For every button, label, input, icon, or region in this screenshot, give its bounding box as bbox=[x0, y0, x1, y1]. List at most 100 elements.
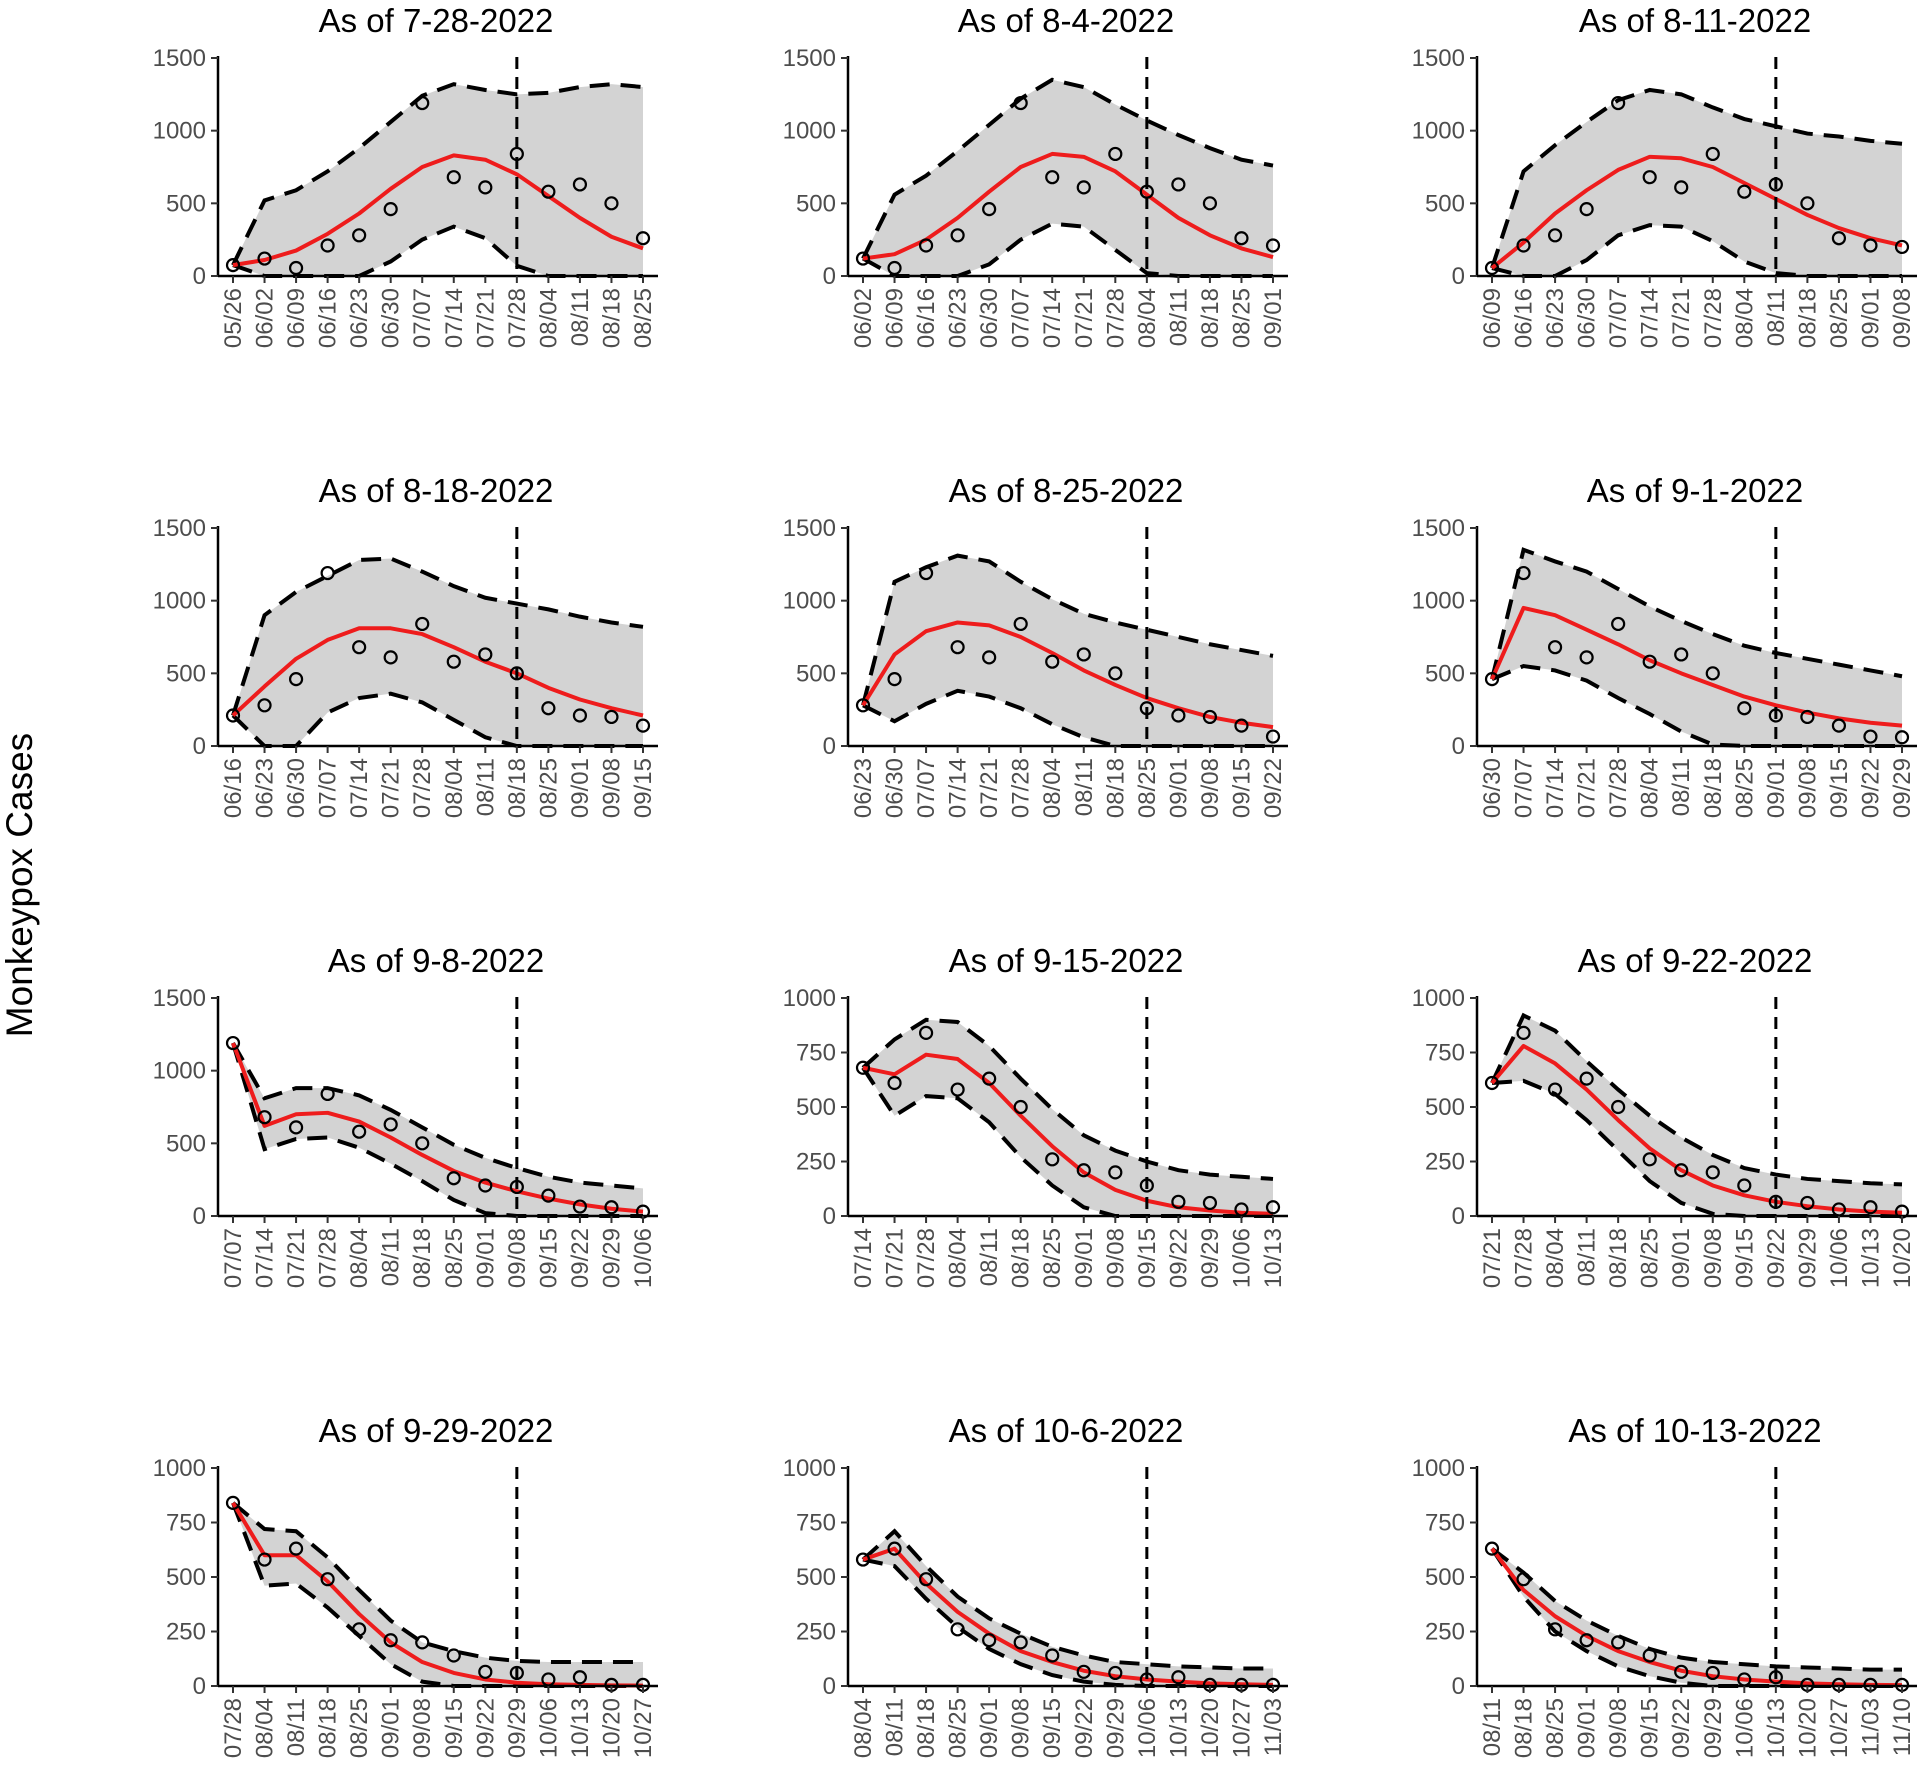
y-tick-label: 1500 bbox=[783, 45, 836, 72]
observed-point bbox=[257, 698, 272, 713]
observed-point bbox=[446, 654, 461, 669]
observed-point bbox=[446, 1171, 461, 1186]
y-tick-label: 500 bbox=[796, 1094, 836, 1121]
upper-bound-line bbox=[231, 556, 644, 717]
x-tick-label: 06/23 bbox=[945, 288, 972, 348]
x-tick-label: 08/25 bbox=[1039, 1228, 1066, 1288]
observed-point bbox=[1737, 1178, 1752, 1193]
observed-point bbox=[950, 640, 965, 655]
x-tick-label: 08/04 bbox=[1134, 288, 1161, 348]
panel: As of 9-1-2022 0 500 1000 1500 06/30 07/07 07/1… bbox=[1412, 472, 1917, 818]
y-tick-label: 1500 bbox=[1412, 45, 1465, 72]
prediction-band bbox=[233, 558, 643, 746]
x-tick-label: 09/15 bbox=[1134, 1228, 1161, 1288]
observed-point bbox=[1831, 718, 1847, 733]
observed-point bbox=[257, 1552, 272, 1567]
x-tick-label: 08/04 bbox=[1542, 1228, 1569, 1288]
x-tick-label: 09/15 bbox=[1731, 1228, 1758, 1288]
x-tick-label: 08/25 bbox=[1826, 288, 1853, 348]
x-tick-label: 09/22 bbox=[567, 1228, 594, 1288]
observed-point bbox=[1076, 180, 1091, 195]
observed-point bbox=[1484, 1075, 1500, 1091]
observed-point bbox=[1894, 730, 1910, 745]
observed-point bbox=[1139, 1178, 1154, 1193]
upper-bound-line bbox=[861, 1528, 1273, 1671]
observed-point bbox=[1768, 1194, 1783, 1209]
upper-bound-line bbox=[1490, 547, 1903, 680]
y-tick-label: 500 bbox=[166, 660, 206, 687]
lower-bound-line bbox=[1491, 664, 1902, 748]
y-tick-label: 250 bbox=[1425, 1619, 1465, 1646]
x-tick-label: 08/11 bbox=[882, 1698, 909, 1756]
x-tick-label: 09/08 bbox=[1605, 1698, 1632, 1758]
observed-point bbox=[1642, 1648, 1657, 1663]
observed-point bbox=[1579, 1071, 1594, 1086]
y-tick-label: 500 bbox=[166, 1130, 206, 1157]
y-tick-label: 1500 bbox=[783, 515, 836, 542]
observed-point bbox=[1768, 177, 1783, 192]
observed-point bbox=[1800, 196, 1815, 211]
observed-point bbox=[1484, 260, 1500, 276]
x-tick-label: 07/21 bbox=[1071, 288, 1098, 348]
y-tick-label: 0 bbox=[1452, 1203, 1465, 1230]
y-tick-label: 750 bbox=[166, 1510, 206, 1537]
x-tick-label: 09/29 bbox=[504, 1698, 531, 1758]
observed-point bbox=[982, 202, 997, 217]
observed-point bbox=[572, 1670, 588, 1685]
observed-point bbox=[982, 1633, 997, 1648]
x-tick-label: 08/04 bbox=[252, 1698, 279, 1758]
fitted-line bbox=[862, 1052, 1274, 1216]
x-tick-label: 10/06 bbox=[1134, 1698, 1161, 1758]
observed-point bbox=[918, 1572, 934, 1587]
x-tick-label: 08/18 bbox=[1794, 288, 1821, 348]
x-tick-label: 07/28 bbox=[1700, 288, 1727, 348]
prediction-band bbox=[863, 555, 1273, 746]
x-tick-label: 10/06 bbox=[535, 1698, 562, 1758]
x-tick-label: 08/25 bbox=[1637, 1228, 1664, 1288]
x-tick-label: 08/11 bbox=[1668, 758, 1695, 816]
observed-point bbox=[257, 1110, 272, 1125]
observed-point bbox=[1705, 146, 1720, 162]
panel-title: As of 8-25-2022 bbox=[949, 472, 1184, 509]
y-tick-label: 500 bbox=[1425, 1094, 1465, 1121]
y-tick-label: 1000 bbox=[1412, 1455, 1465, 1482]
prediction-band bbox=[1492, 1548, 1902, 1686]
observed-point bbox=[1737, 184, 1752, 199]
observed-point bbox=[855, 1552, 871, 1567]
observed-point bbox=[320, 565, 335, 581]
observed-point bbox=[1642, 1152, 1657, 1167]
observed-point bbox=[1045, 170, 1060, 185]
x-tick-label: 08/11 bbox=[1479, 1698, 1506, 1756]
x-tick-label: 06/09 bbox=[882, 288, 909, 348]
y-tick-label: 250 bbox=[796, 1149, 836, 1176]
observed-point bbox=[383, 1633, 398, 1648]
observed-point bbox=[1234, 231, 1249, 246]
panel-title: As of 8-11-2022 bbox=[1579, 2, 1811, 39]
y-tick-label: 0 bbox=[823, 263, 836, 290]
observed-point bbox=[1108, 666, 1123, 681]
observed-point bbox=[1579, 202, 1594, 217]
x-tick-label: 09/01 bbox=[1763, 758, 1790, 818]
x-tick-label: 07/28 bbox=[1102, 288, 1129, 348]
y-tick-label: 500 bbox=[166, 1564, 206, 1591]
y-axis-label: Monkeypox Cases bbox=[0, 733, 40, 1037]
observed-point bbox=[225, 1035, 241, 1051]
observed-point bbox=[288, 672, 304, 687]
upper-bound-line bbox=[1490, 1547, 1902, 1672]
y-tick-label: 500 bbox=[796, 1564, 836, 1591]
x-tick-label: 08/18 bbox=[1197, 288, 1224, 348]
x-tick-label: 07/07 bbox=[1008, 288, 1035, 348]
x-tick-label: 06/30 bbox=[1574, 288, 1601, 348]
x-tick-label: 05/26 bbox=[220, 288, 247, 348]
observed-point bbox=[478, 1664, 493, 1679]
y-tick-label: 1000 bbox=[153, 1058, 206, 1085]
observed-point bbox=[446, 1648, 461, 1663]
x-tick-label: 06/23 bbox=[252, 758, 279, 818]
prediction-band bbox=[233, 1043, 643, 1216]
x-tick-label: 08/25 bbox=[945, 1698, 972, 1758]
x-tick-label: 06/30 bbox=[976, 288, 1003, 348]
observed-point bbox=[1013, 1099, 1028, 1115]
x-tick-label: 07/07 bbox=[409, 288, 436, 348]
x-tick-label: 08/11 bbox=[378, 1228, 405, 1286]
